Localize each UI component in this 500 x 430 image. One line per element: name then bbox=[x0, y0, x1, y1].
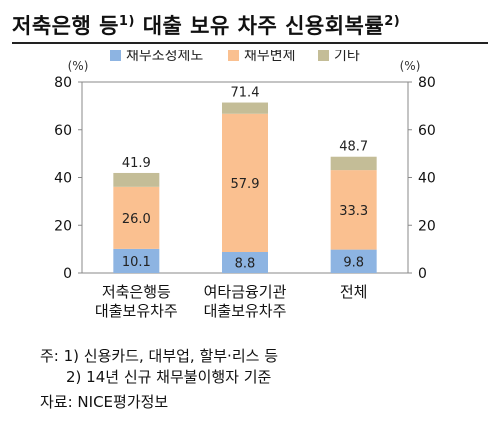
x-tick-label: 대출보유차주 bbox=[204, 302, 287, 320]
y-left-tick-label: 60 bbox=[54, 123, 72, 139]
footnote-1: 주: 1) 신용카드, 대부업, 할부·리스 등 bbox=[40, 347, 278, 365]
data-label: 57.9 bbox=[231, 177, 260, 192]
y-right-tick-label: 60 bbox=[418, 123, 436, 139]
x-tick-label: 저축은행등 bbox=[102, 283, 171, 301]
data-label: 8.8 bbox=[235, 256, 256, 271]
data-label: 10.1 bbox=[122, 255, 151, 270]
legend-swatch bbox=[228, 50, 239, 61]
data-label: 26.0 bbox=[122, 212, 151, 227]
total-label: 41.9 bbox=[122, 156, 151, 171]
y-left-tick-label: 80 bbox=[54, 75, 72, 91]
bar-segment bbox=[222, 102, 268, 114]
x-tick-label: 대출보유차주 bbox=[95, 302, 178, 320]
title-footnote-2: 2) bbox=[384, 14, 401, 29]
bar-segment bbox=[222, 251, 268, 273]
stacked-bar-chart: 0 0 20 20 40 40 60 60 80 80 (%) (%) 채무조정제도 채무변제 기타 10.1… bbox=[54, 50, 436, 320]
source-note: 자료: NICE평가정보 bbox=[40, 393, 169, 411]
bar-segment bbox=[113, 248, 160, 273]
data-label: 33.3 bbox=[339, 204, 368, 219]
footnote-2: 2) 14년 신규 채무불이행자 기준 bbox=[66, 368, 272, 386]
data-label: 9.8 bbox=[343, 255, 364, 270]
footnotes: 주: 1) 신용카드, 대부업, 할부·리스 등 2) 14년 신규 채무불이행… bbox=[40, 346, 278, 388]
legend-label: 채무변제 bbox=[244, 50, 296, 64]
y-right-tick-label: 80 bbox=[418, 75, 436, 91]
total-label: 71.4 bbox=[231, 86, 260, 101]
y-left-tick-label: 40 bbox=[54, 171, 72, 187]
x-tick-label: 여타금융기관 bbox=[204, 283, 287, 301]
y-right-tick-label: 0 bbox=[418, 266, 427, 282]
y-right-tick-label: 40 bbox=[418, 171, 436, 187]
bar-segment bbox=[330, 249, 377, 273]
title-text: 저축은행 등 bbox=[12, 14, 119, 38]
legend-swatch bbox=[318, 50, 329, 61]
bar-segment bbox=[113, 186, 160, 249]
y-left-tick-label: 0 bbox=[63, 266, 72, 282]
total-label: 48.7 bbox=[339, 140, 368, 155]
title-text-2: 대출 보유 차주 신용회복률 bbox=[134, 14, 385, 38]
chart-title: 저축은행 등1) 대출 보유 차주 신용회복률2) bbox=[12, 10, 488, 44]
x-tick-label: 전체 bbox=[340, 283, 368, 301]
y-right-tick-label: 20 bbox=[418, 218, 436, 234]
y-left-tick-label: 20 bbox=[54, 218, 72, 234]
bar-segment bbox=[222, 113, 268, 252]
bar-segment bbox=[330, 170, 377, 250]
y-right-unit: (%) bbox=[400, 59, 421, 73]
y-left-unit: (%) bbox=[68, 59, 89, 73]
legend-label: 채무조정제도 bbox=[126, 50, 203, 64]
bar-segment bbox=[330, 156, 377, 171]
title-footnote-1: 1) bbox=[118, 14, 135, 29]
bar-segment bbox=[113, 172, 160, 187]
legend-label: 기타 bbox=[334, 50, 360, 64]
legend-swatch bbox=[110, 50, 121, 61]
